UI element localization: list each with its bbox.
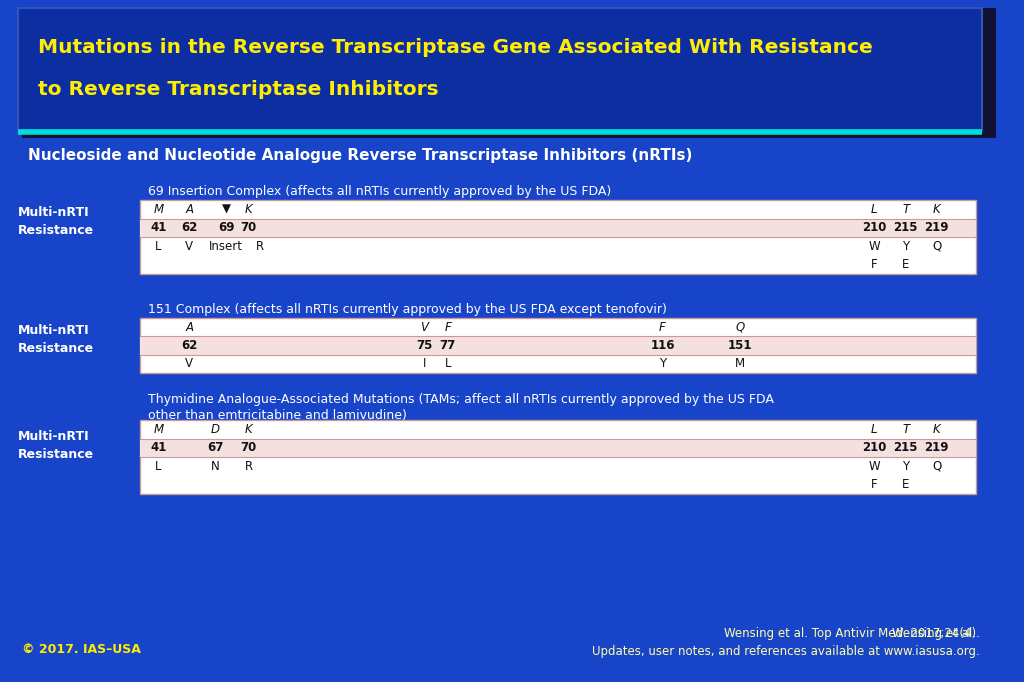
Bar [18,8,982,130]
Text: to Reverse Transcriptase Inhibitors: to Reverse Transcriptase Inhibitors [38,80,438,99]
Text: R: R [245,460,253,473]
Text: K: K [933,423,941,436]
Text: Y: Y [902,240,909,253]
Text: © 2017. IAS–USA: © 2017. IAS–USA [22,643,141,656]
Text: 210: 210 [862,441,886,454]
Text: 41: 41 [151,441,167,454]
Text: 215: 215 [894,221,919,234]
Text: Insert: Insert [209,240,243,253]
Text: 62: 62 [181,221,198,234]
Bar [140,439,976,457]
Bar [140,318,976,373]
Text: Multi-nRTI
Resistance: Multi-nRTI Resistance [18,207,94,237]
Text: T: T [902,203,909,216]
Text: Mutations in the Reverse Transcriptase Gene Associated With Resistance: Mutations in the Reverse Transcriptase G… [38,38,872,57]
Text: other than emtricitabine and lamivudine): other than emtricitabine and lamivudine) [148,409,407,422]
Text: 116: 116 [650,339,675,352]
Text: F: F [870,478,878,491]
Text: V: V [420,321,428,333]
Text: 151: 151 [728,339,753,352]
Text: Wensing et al.: Wensing et al. [892,627,980,640]
Text: 70: 70 [241,441,257,454]
Text: M: M [735,357,745,370]
Text: 151 Complex (affects all nRTIs currently approved by the US FDA except tenofovir: 151 Complex (affects all nRTIs currently… [148,303,667,316]
Text: 70: 70 [241,221,257,234]
Text: Q: Q [735,321,744,333]
Text: L: L [444,357,451,370]
Text: 67: 67 [207,441,223,454]
Text: E: E [902,478,909,491]
Text: Multi-nRTI
Resistance: Multi-nRTI Resistance [18,430,94,460]
Bar [140,218,976,237]
Text: A: A [185,321,194,333]
Text: 77: 77 [439,339,456,352]
Text: 219: 219 [925,441,949,454]
Text: I: I [423,357,426,370]
Text: D: D [211,423,220,436]
Text: L: L [156,460,162,473]
Text: 210: 210 [862,221,886,234]
Text: 41: 41 [151,221,167,234]
Text: Nucleoside and Nucleotide Analogue Reverse Transcriptase Inhibitors (nRTIs): Nucleoside and Nucleotide Analogue Rever… [28,148,692,163]
Text: 75: 75 [416,339,432,352]
Text: F: F [870,258,878,271]
Text: Y: Y [658,357,666,370]
Bar [140,336,976,355]
Text: K: K [245,423,253,436]
Text: Y: Y [902,460,909,473]
Text: W: W [868,460,880,473]
Text: W: W [868,240,880,253]
Text: K: K [245,203,253,216]
Text: R: R [255,240,263,253]
Text: K: K [933,203,941,216]
Text: E: E [902,258,909,271]
Text: 215: 215 [894,441,919,454]
Text: F: F [659,321,666,333]
Text: 219: 219 [925,221,949,234]
Bar [140,200,976,274]
Text: A: A [185,203,194,216]
Text: L: L [870,203,878,216]
Text: L: L [870,423,878,436]
Text: ▼: ▼ [221,203,230,216]
Text: T: T [902,423,909,436]
Text: Q: Q [932,240,941,253]
Text: V: V [185,240,194,253]
Text: M: M [154,423,164,436]
Text: F: F [444,321,451,333]
Text: Multi-nRTI
Resistance: Multi-nRTI Resistance [18,325,94,355]
Text: Updates, user notes, and references available at www.iasusa.org.: Updates, user notes, and references avai… [592,645,980,658]
Text: L: L [156,240,162,253]
Bar [22,8,996,138]
Text: 69: 69 [218,221,234,234]
Text: N: N [211,460,219,473]
Text: Thymidine Analogue-Associated Mutations (TAMs; affect all nRTIs currently approv: Thymidine Analogue-Associated Mutations … [148,393,774,406]
Text: 69 Insertion Complex (affects all nRTIs currently approved by the US FDA): 69 Insertion Complex (affects all nRTIs … [148,185,611,198]
Text: 62: 62 [181,339,198,352]
Text: Q: Q [932,460,941,473]
Text: M: M [154,203,164,216]
Text: Wensing et al. Top Antivir Med. 2017;24(4).: Wensing et al. Top Antivir Med. 2017;24(… [724,627,980,640]
Bar [140,420,976,494]
Text: V: V [185,357,194,370]
